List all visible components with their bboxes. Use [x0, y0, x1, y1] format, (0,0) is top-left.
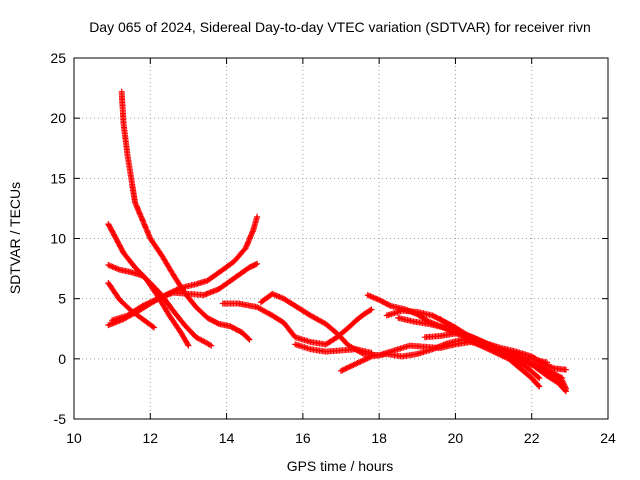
y-tick-label: -5 [54, 411, 67, 427]
y-tick-label: 10 [50, 231, 66, 247]
series-marks [105, 262, 215, 349]
y-tick-label: 15 [50, 170, 66, 186]
series-marks [219, 300, 375, 348]
x-tick-label: 16 [295, 430, 311, 446]
series-track-7 [219, 300, 375, 348]
series-track-3 [105, 262, 215, 349]
series-marks [109, 260, 261, 324]
chart-title: Day 065 of 2024, Sidereal Day-to-day VTE… [89, 19, 591, 35]
data-series [105, 88, 569, 395]
x-tick-label: 12 [142, 430, 158, 446]
x-tick-label: 24 [600, 430, 616, 446]
y-tick-labels: -5 0 5 10 15 20 25 [50, 50, 66, 427]
y-tick-label: 5 [58, 291, 66, 307]
x-tick-labels: 10 12 14 16 18 20 22 24 [66, 430, 616, 446]
y-axis-label: SDTVAR / TECUs [7, 182, 23, 294]
y-tick-label: 20 [50, 110, 66, 126]
series-marks [118, 88, 253, 343]
series-track-15 [437, 316, 543, 390]
x-tick-label: 22 [524, 430, 540, 446]
axis-ticks [73, 57, 609, 420]
series-track-1 [118, 88, 253, 343]
x-axis-label: GPS time / hours [287, 458, 394, 474]
series-marks [437, 316, 543, 390]
x-tick-label: 18 [371, 430, 387, 446]
y-tick-label: 25 [50, 50, 66, 66]
x-tick-label: 10 [66, 430, 82, 446]
x-tick-label: 20 [448, 430, 464, 446]
y-tick-label: 0 [58, 351, 66, 367]
series-track-6 [109, 260, 261, 324]
x-tick-label: 14 [219, 430, 235, 446]
